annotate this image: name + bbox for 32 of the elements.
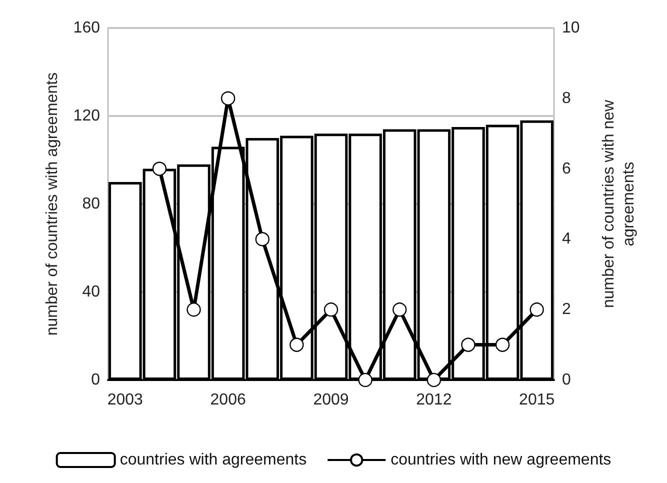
- y2-tick-label: 4: [562, 230, 571, 248]
- point: [495, 338, 510, 352]
- y2-tick-label: 6: [562, 160, 571, 178]
- point: [426, 372, 442, 388]
- point: [186, 302, 201, 317]
- point: [530, 302, 544, 317]
- point: [152, 162, 167, 176]
- point: [358, 372, 372, 388]
- x-tick-label: 2012: [416, 392, 452, 408]
- y-tick-label: 120: [73, 108, 100, 124]
- y-tick-label: 0: [91, 372, 100, 388]
- point: [392, 302, 407, 317]
- x-tick-label: 2015: [519, 392, 555, 408]
- x-tick-label: 2003: [107, 392, 144, 408]
- x-tick-label: 2006: [210, 392, 246, 408]
- legend-label: countries with agreements: [120, 452, 307, 468]
- y2-axis-title: number of countries with new agreements: [600, 100, 638, 308]
- y-axis-title: number of countries with agreements: [44, 72, 61, 336]
- legend-label: countries with new agreements: [390, 452, 612, 468]
- y-tick-label: 40: [82, 284, 100, 300]
- point: [324, 302, 338, 317]
- y2-tick-label: 8: [562, 90, 571, 107]
- x-tick-label: 2009: [313, 392, 349, 408]
- y2-tick-label: 2: [562, 301, 571, 318]
- point: [461, 338, 476, 352]
- y2-tick-label: 0: [562, 372, 571, 388]
- y2-tick-label: 10: [562, 20, 580, 36]
- y-tick-label: 160: [73, 20, 100, 36]
- point: [255, 232, 270, 246]
- y-tick-label: 80: [82, 196, 100, 212]
- point: [220, 91, 236, 106]
- point: [290, 338, 304, 352]
